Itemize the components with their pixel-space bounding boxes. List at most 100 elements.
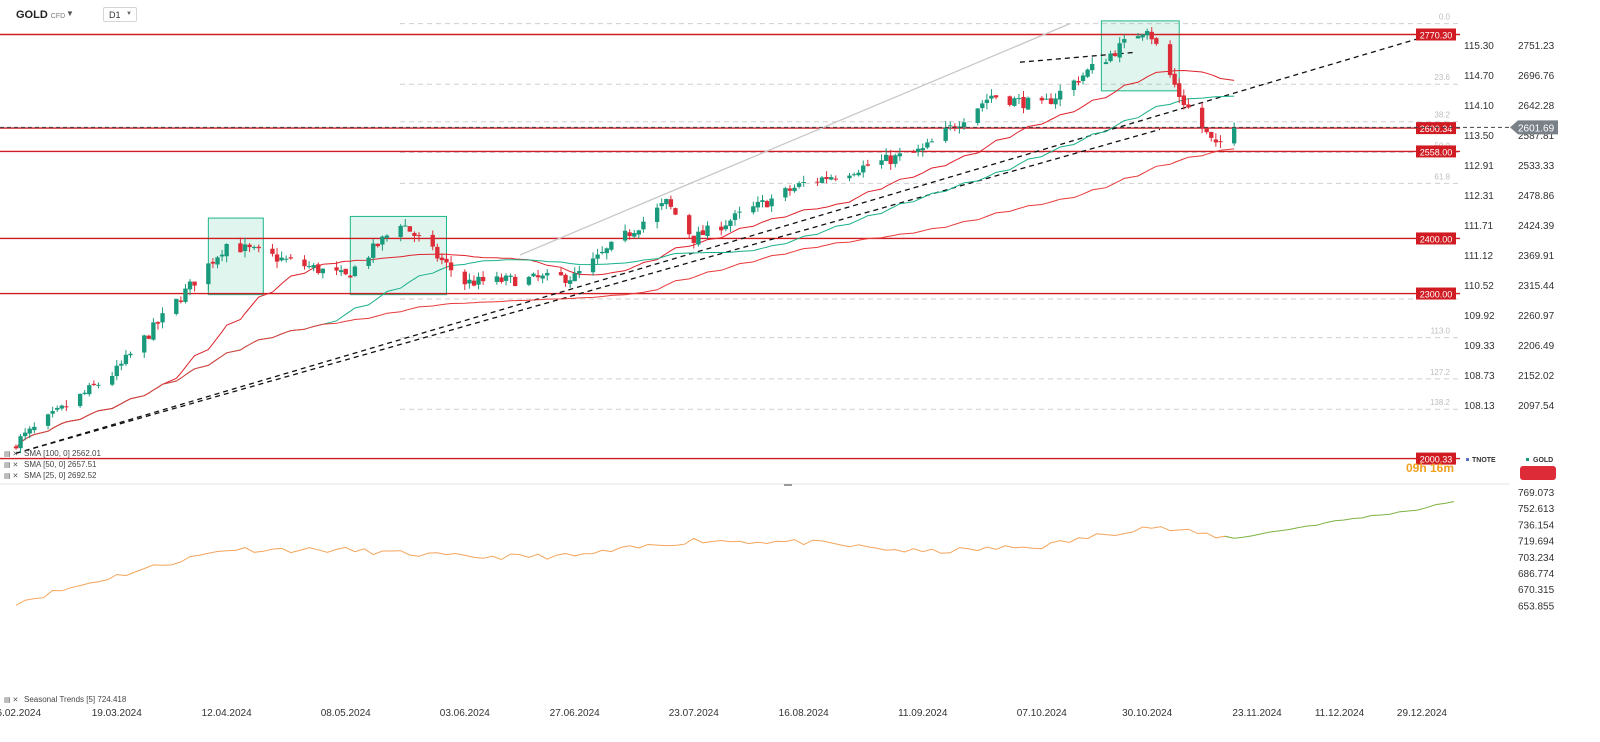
timeframe-select[interactable]: D1 ▼	[103, 7, 137, 22]
candle-body	[178, 300, 184, 302]
candle-body	[861, 165, 866, 173]
candle-body	[563, 274, 568, 283]
candle-body	[796, 183, 802, 187]
candle-body	[206, 263, 211, 285]
candle-body	[828, 177, 834, 180]
fib-label: 113.0	[1431, 327, 1451, 336]
candle-body	[430, 234, 435, 247]
candle-body	[109, 375, 115, 385]
trend-line	[15, 128, 1161, 454]
secondary-tick-label: 110.52	[1464, 281, 1494, 292]
candle-body	[984, 99, 990, 104]
seasonal-tick-label: 736.154	[1518, 520, 1555, 531]
date-tick-label: 03.06.2024	[440, 708, 490, 719]
candle-body	[45, 414, 51, 426]
candle-body	[929, 141, 935, 143]
candle-body	[1108, 53, 1113, 62]
candle-body	[508, 275, 513, 277]
price-level-tag	[1416, 122, 1456, 135]
chart-toolbar: GOLD CFD ▼ D1 ▼	[0, 0, 480, 30]
candle-body	[572, 273, 577, 282]
candle-body	[435, 246, 440, 259]
secondary-tick-label: 108.13	[1464, 401, 1495, 412]
secondary-tick-label: 111.12	[1464, 251, 1494, 262]
candle-body	[380, 236, 385, 245]
indicator-label: SMA [25, 0] 2692.52	[24, 471, 97, 480]
candle-body	[654, 207, 660, 223]
candle-body	[348, 275, 353, 278]
date-tick-label: 30.10.2024	[1122, 708, 1172, 719]
candle-body	[1209, 131, 1214, 138]
candle-body	[403, 225, 408, 227]
secondary-tick-label: 108.73	[1464, 371, 1495, 382]
candle-body	[444, 258, 449, 263]
candle-body	[407, 226, 413, 232]
candle-body	[284, 258, 289, 260]
candle-body	[334, 267, 339, 271]
candle-body	[1199, 107, 1205, 129]
candle-body	[375, 243, 380, 247]
fib-label: 127.2	[1430, 368, 1451, 377]
sell-button	[1520, 466, 1556, 480]
price-tick-label: 2152.02	[1518, 371, 1555, 382]
sma-line	[15, 148, 1235, 449]
candle-body	[476, 276, 481, 285]
candle-body	[751, 206, 756, 213]
candle-body	[439, 257, 445, 261]
candle-body	[801, 181, 806, 184]
candle-body	[467, 279, 472, 284]
candle-body	[1232, 127, 1237, 144]
candle-body	[792, 187, 797, 192]
candle-body	[288, 257, 293, 259]
candle-body	[302, 259, 307, 267]
symbol-name[interactable]: GOLD CFD	[16, 9, 66, 21]
candle-body	[732, 213, 738, 221]
candle-body	[787, 188, 793, 191]
candle-body	[242, 244, 248, 252]
price-level-tag	[1416, 232, 1456, 245]
candle-body	[210, 261, 216, 264]
candle-body	[769, 198, 774, 207]
fib-label: 38.2	[1434, 111, 1450, 120]
candle-body	[668, 199, 674, 207]
candle-body	[847, 175, 852, 179]
candles	[13, 27, 1237, 454]
seasonal-line-past	[15, 526, 1235, 606]
candle-body	[366, 257, 371, 266]
symbol-dropdown-icon[interactable]: ▼	[66, 9, 74, 18]
price-tick-label: 2642.28	[1518, 101, 1555, 112]
candle-body	[1181, 95, 1186, 105]
legend-symbol: TNOTE	[1472, 457, 1496, 464]
candle-body	[916, 148, 921, 152]
price-level-tag	[1416, 28, 1456, 41]
candle-body	[700, 230, 706, 236]
candle-body	[384, 235, 390, 238]
secondary-tick-label: 109.33	[1464, 341, 1495, 352]
candle-body	[338, 270, 344, 273]
price-level-value: 2600.34	[1420, 124, 1453, 134]
secondary-tick-label: 112.91	[1464, 161, 1494, 172]
price-level-value: 2000.33	[1420, 455, 1453, 465]
candle-body	[783, 188, 788, 198]
candle-body	[1085, 69, 1090, 77]
candle-body	[1021, 97, 1026, 109]
indicator-icons: ▤ ✕	[4, 451, 18, 458]
candle-body	[114, 365, 119, 377]
candle-body	[50, 411, 55, 414]
indicator-icons: ▤ ✕	[4, 462, 18, 469]
candle-body	[22, 432, 28, 437]
candle-body	[755, 201, 761, 208]
candle-body	[13, 446, 19, 449]
candle-body	[883, 154, 889, 161]
candle-body	[577, 270, 582, 274]
highlight-box	[349, 215, 447, 296]
symbol-type: CFD	[50, 13, 66, 20]
candle-body	[494, 276, 500, 282]
candle-body	[1090, 63, 1095, 71]
date-tick-label: 07.10.2024	[1017, 708, 1067, 719]
candle-body	[737, 211, 742, 213]
seasonal-tick-label: 653.855	[1518, 601, 1555, 612]
candle-body	[1149, 31, 1154, 40]
secondary-tick-label: 113.50	[1464, 131, 1494, 142]
